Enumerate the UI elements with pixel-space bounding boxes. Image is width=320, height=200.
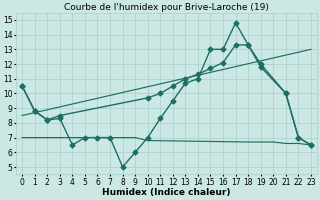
- Title: Courbe de l'humidex pour Brive-Laroche (19): Courbe de l'humidex pour Brive-Laroche (…: [64, 3, 269, 12]
- X-axis label: Humidex (Indice chaleur): Humidex (Indice chaleur): [102, 188, 231, 197]
